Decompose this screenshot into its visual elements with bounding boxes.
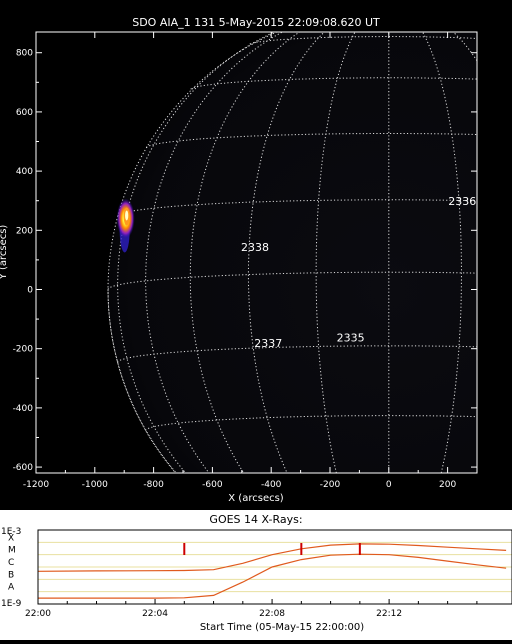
x-tick-label: 200 xyxy=(439,480,456,490)
y-tick-label: 600 xyxy=(16,108,33,118)
active-region-labels: 2338 2336 2337 2335 xyxy=(241,195,476,350)
active-region-label: 2335 xyxy=(337,331,365,344)
goes-y-tick-label: 1E-9 xyxy=(1,599,22,609)
goes-title: GOES 14 X-Rays: xyxy=(209,513,302,526)
goes-x-tick-label: 22:08 xyxy=(259,609,285,619)
x-tick-label: -800 xyxy=(143,480,164,490)
y-tick-label: -600 xyxy=(13,463,34,473)
active-region-label: 2338 xyxy=(241,241,269,254)
aia-image-panel: SDO AIA_1 131 5-May-2015 22:09:08.620 UT… xyxy=(0,16,512,504)
x-tick-label: -600 xyxy=(202,480,223,490)
solar-limb xyxy=(107,32,279,473)
x-tick-label: -400 xyxy=(261,480,282,490)
goes-x-tick-label: 22:00 xyxy=(25,609,51,619)
goes-y-tick-label: X xyxy=(8,533,14,543)
heliographic-grid xyxy=(107,32,512,489)
longitude-line xyxy=(247,32,326,473)
y-tick-label: -200 xyxy=(13,345,34,355)
x-tick-label: -1200 xyxy=(23,480,49,490)
goes-y-tick-label: B xyxy=(8,570,14,580)
goes-frame xyxy=(37,529,512,605)
goes-x-tick-label: 22:12 xyxy=(376,609,402,619)
goes-x-axis-label: Start Time (05-May-15 22:00:00) xyxy=(200,622,364,633)
solar-disk xyxy=(108,32,477,473)
flare-emission xyxy=(116,198,135,253)
image-frame xyxy=(35,31,478,474)
x-tick-label: -1000 xyxy=(82,480,108,490)
goes-series-line xyxy=(38,553,507,599)
goes-y-tick-label: 1E-3 xyxy=(1,527,21,537)
image-axes: -1200 -1000 -800 -600 -400 -200 0 200 -600 -400 -2… xyxy=(13,32,478,490)
longitude-line xyxy=(107,289,177,473)
y-tick-label: 400 xyxy=(16,167,33,177)
y-tick-label: -400 xyxy=(13,404,34,414)
y-tick-label: 0 xyxy=(27,285,33,295)
y-tick-label: 200 xyxy=(16,226,33,236)
aia-title: SDO AIA_1 131 5-May-2015 22:09:08.620 UT xyxy=(132,16,380,29)
latitude-line xyxy=(145,415,477,431)
active-region-label: 2336 xyxy=(448,195,476,208)
goes-y-tick-label: M xyxy=(8,546,16,556)
x-tick-label: -200 xyxy=(320,480,341,490)
active-region-label: 2337 xyxy=(254,337,282,350)
goes-x-tick-label: 22:04 xyxy=(142,609,168,619)
flare-core xyxy=(125,210,129,221)
x-axis-label: X (arcsecs) xyxy=(228,493,284,504)
goes-markers xyxy=(183,543,361,555)
x-tick-label: 0 xyxy=(386,480,392,490)
latitude-line xyxy=(190,477,512,489)
y-axis-label: Y (arcsecs) xyxy=(0,225,9,281)
latitude-line xyxy=(190,77,477,90)
y-tick-label: 800 xyxy=(16,49,33,59)
goes-y-tick-label: A xyxy=(8,583,15,593)
goes-y-tick-label: C xyxy=(8,558,14,568)
longitude-line xyxy=(145,32,284,473)
